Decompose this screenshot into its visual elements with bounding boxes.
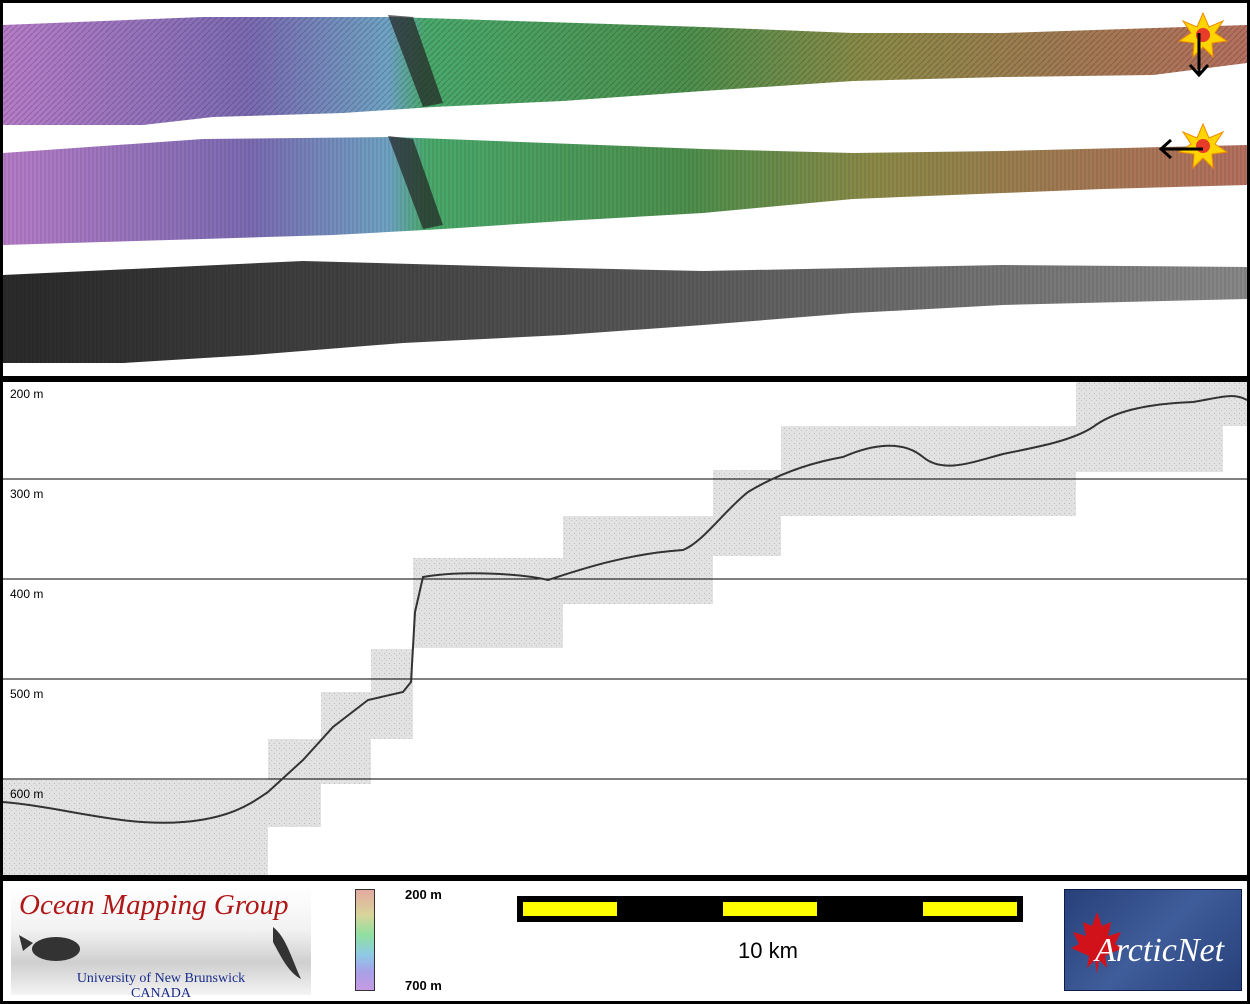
depth-colorbar [355,889,375,991]
arcticnet-logo: ArcticNet [1064,889,1242,991]
scale-segment [523,902,617,916]
depth-label-600: 600 m [10,787,44,801]
echogram-blocks [3,382,1247,875]
whale-icon [19,927,301,979]
depth-label-500: 500 m [10,687,44,701]
scale-segment [723,902,817,916]
bathymetry-strip-sun-east [3,136,1247,245]
maple-leaf-icon [1071,912,1123,974]
logo-country: CANADA [131,986,191,1001]
logo-university: University of New Brunswick [76,971,246,986]
backscatter-strip [3,261,1247,363]
ocean-mapping-group-logo: Ocean Mapping Group University of New Br… [11,887,311,1001]
colorbar-bottom-label: 700 m [405,978,442,993]
arrow-down-icon [1188,33,1210,78]
scale-bar [517,896,1023,922]
depth-label-300: 300 m [10,487,44,501]
footer-panel: Ocean Mapping Group University of New Br… [3,881,1247,1001]
scale-bar-label: 10 km [738,938,798,963]
bathymetry-strip-sun-north [3,15,1247,125]
arrow-left-icon [1158,138,1203,160]
logo-title: Ocean Mapping Group [19,889,289,921]
depth-label-200: 200 m [10,387,44,401]
depth-profile-panel: 200 m 300 m 400 m 500 m 600 m [3,382,1247,875]
depth-label-400: 400 m [10,587,44,601]
colorbar-top-label: 200 m [405,887,442,902]
scale-segment [923,902,1017,916]
swath-strips-panel [3,3,1247,376]
depth-gridlines [3,478,1247,780]
arcticnet-text: ArcticNet [1095,932,1225,969]
seafloor-trace [3,395,1247,824]
